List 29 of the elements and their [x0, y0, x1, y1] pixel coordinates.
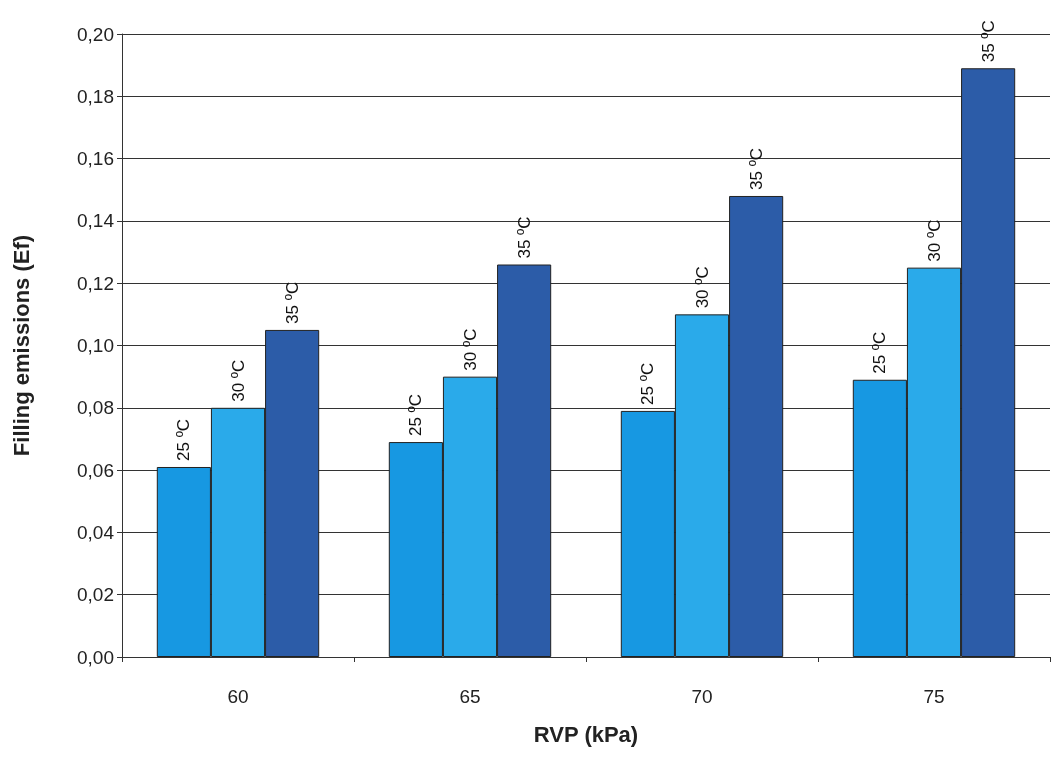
text: 25 ºC: [870, 331, 890, 374]
text: 35 ºC: [514, 216, 534, 259]
text: 25 ºC: [406, 393, 426, 437]
y-tick-label: 0,20: [77, 23, 114, 45]
text: 35 ºC: [746, 147, 766, 190]
y-tick-label: 0,08: [77, 397, 114, 419]
text: 25 ºC: [638, 362, 658, 405]
text: 35 ºC: [978, 20, 998, 63]
y-tick-label: 0,12: [77, 272, 114, 294]
y-tick-label: 0,02: [77, 584, 114, 606]
y-axis-title: Filling emissions (Ef): [8, 234, 34, 457]
y-tick-label: 0,18: [77, 85, 114, 107]
text: 30 ºC: [228, 359, 248, 402]
y-tick-label: 0,06: [77, 459, 114, 481]
x-tick-label: 70: [691, 686, 713, 707]
x-tick-label: 60: [227, 686, 249, 707]
text: 30 ºC: [692, 266, 712, 309]
text: 30 ºC: [924, 219, 944, 262]
y-tick-label: 0,14: [77, 210, 115, 232]
text: 35 ºC: [282, 281, 302, 324]
x-tick-label: 75: [923, 686, 945, 707]
y-tick-label: 0,04: [77, 521, 115, 543]
x-axis-title: RVP (kPa): [533, 721, 639, 747]
y-tick-label: 0,16: [77, 148, 114, 170]
text: 25 ºC: [174, 418, 194, 461]
text: 30 ºC: [460, 328, 480, 371]
y-tick-label: 0,10: [77, 335, 114, 356]
y-tick-label: 0,00: [77, 646, 114, 668]
x-tick-label: 65: [459, 686, 481, 707]
